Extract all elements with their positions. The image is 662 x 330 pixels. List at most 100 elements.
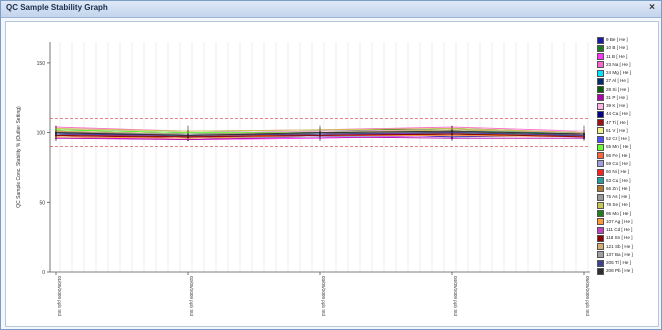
legend-label: 63 Cu [ He ]	[606, 177, 631, 183]
legend-item: 107 Ag [ He ]	[597, 218, 647, 226]
legend-swatch	[597, 119, 604, 127]
legend-swatch	[597, 226, 604, 234]
close-icon[interactable]: ×	[649, 2, 655, 13]
legend-item: 55 Mn [ He ]	[597, 143, 647, 151]
legend-item: 47 Ti [ He ]	[597, 119, 647, 127]
legend-swatch	[597, 251, 604, 259]
legend-label: 51 V [ He ]	[606, 127, 628, 133]
legend-swatch	[597, 234, 604, 242]
legend-item: 208 Pb [ He ]	[597, 267, 647, 275]
legend-label: 55 Mn [ He ]	[606, 144, 632, 150]
legend-item: 78 Se [ He ]	[597, 201, 647, 209]
legend-label: 118 Sn [ He ]	[606, 235, 633, 241]
x-tick-label: 05/05/2009 ppb Std	[585, 276, 590, 317]
legend-swatch	[597, 210, 604, 218]
legend-item: 27 Al [ He ]	[597, 77, 647, 85]
legend-swatch	[597, 201, 604, 209]
legend-label: 75 As [ He ]	[606, 194, 630, 200]
legend-swatch	[597, 127, 604, 135]
legend-label: 47 Ti [ He ]	[606, 119, 629, 125]
legend-swatch	[597, 267, 604, 275]
legend-item: 121 Sb [ He ]	[597, 243, 647, 251]
legend-swatch	[597, 160, 604, 168]
legend-item: 75 As [ He ]	[597, 193, 647, 201]
legend-label: 78 Se [ He ]	[606, 202, 631, 208]
legend-swatch	[597, 135, 604, 143]
legend-item: 56 Fe [ He ]	[597, 152, 647, 160]
legend-swatch	[597, 69, 604, 77]
legend-label: 60 Ni [ He ]	[606, 169, 629, 175]
legend-label: 208 Pb [ He ]	[606, 268, 633, 274]
legend-label: 52 Cr [ He ]	[606, 136, 630, 142]
legend-item: 137 Ba [ He ]	[597, 251, 647, 259]
legend-swatch	[597, 259, 604, 267]
title-bar: QC Sample Stability Graph ×	[1, 1, 661, 18]
legend-label: 107 Ag [ He ]	[606, 218, 633, 224]
legend-item: 44 Ca [ He ]	[597, 110, 647, 118]
legend-swatch	[597, 61, 604, 69]
legend-label: 111 Cd [ He ]	[606, 227, 633, 233]
plot-panel: 0 50 100 150 QC Sample Conc. Stability % (Ou…	[5, 21, 659, 327]
legend-item: 59 Co [ He ]	[597, 160, 647, 168]
y-tick-label: 0	[42, 270, 45, 276]
legend-item: 95 Mo [ He ]	[597, 210, 647, 218]
legend-item: 23 Na [ He ]	[597, 61, 647, 69]
legend-label: 23 Na [ He ]	[606, 61, 631, 67]
legend-label: 10 B [ He ]	[606, 45, 628, 51]
x-tick-label: 01/05/2009 ppb Std	[57, 276, 62, 317]
legend-item: 24 Mg [ He ]	[597, 69, 647, 77]
legend-label: 24 Mg [ He ]	[606, 70, 632, 76]
legend-item: 28 Si [ He ]	[597, 86, 647, 94]
legend-swatch	[597, 53, 604, 61]
legend-item: 111 Cd [ He ]	[597, 226, 647, 234]
legend-label: 66 Zn [ He ]	[606, 185, 631, 191]
stability-chart: 0 50 100 150 QC Sample Conc. Stability % (Ou…	[16, 42, 590, 317]
legend-item: 11 B [ He ]	[597, 53, 647, 61]
legend-label: 137 Ba [ He ]	[606, 251, 633, 257]
legend-label: 56 Fe [ He ]	[606, 152, 631, 158]
legend-label: 27 Al [ He ]	[606, 78, 629, 84]
legend-label: 31 P [ He ]	[606, 94, 628, 100]
legend-swatch	[597, 44, 604, 52]
legend-label: 95 Mo [ He ]	[606, 210, 632, 216]
window-title: QC Sample Stability Graph	[6, 3, 108, 12]
y-tick-label: 150	[37, 61, 46, 67]
legend-label: 11 B [ He ]	[606, 53, 628, 59]
legend-swatch	[597, 218, 604, 226]
legend-label: 28 Si [ He ]	[606, 86, 629, 92]
legend-swatch	[597, 185, 604, 193]
legend-item: 51 V [ He ]	[597, 127, 647, 135]
y-axis-label: QC Sample Conc. Stability % (Outlier Set…	[16, 106, 22, 208]
legend-swatch	[597, 102, 604, 110]
legend-swatch	[597, 36, 604, 44]
legend-item: 66 Zn [ He ]	[597, 185, 647, 193]
legend-swatch	[597, 143, 604, 151]
legend-label: 59 Co [ He ]	[606, 160, 631, 166]
legend-item: 63 Cu [ He ]	[597, 177, 647, 185]
legend: 9 Be [ He ] 10 B [ He ] 11 B [ He ] 23 Na […	[597, 36, 647, 276]
legend-item: 9 Be [ He ]	[597, 36, 647, 44]
legend-swatch	[597, 77, 604, 85]
legend-item: 39 K [ He ]	[597, 102, 647, 110]
legend-swatch	[597, 110, 604, 118]
legend-swatch	[597, 86, 604, 94]
legend-item: 31 P [ He ]	[597, 94, 647, 102]
legend-item: 10 B [ He ]	[597, 44, 647, 52]
legend-item: 118 Sn [ He ]	[597, 234, 647, 242]
legend-label: 44 Ca [ He ]	[606, 111, 631, 117]
legend-label: 39 K [ He ]	[606, 103, 628, 109]
y-tick-label: 50	[39, 200, 45, 206]
x-tick-label: 02/05/2009 ppb Std	[189, 276, 194, 317]
y-tick-label: 100	[37, 131, 46, 137]
legend-item: 52 Cr [ He ]	[597, 135, 647, 143]
legend-label: 121 Sb [ He ]	[606, 243, 633, 249]
legend-label: 9 Be [ He ]	[606, 37, 628, 42]
legend-label: 205 Tl [ He ]	[606, 260, 631, 266]
legend-item: 60 Ni [ He ]	[597, 168, 647, 176]
legend-swatch	[597, 168, 604, 176]
x-tick-label: 03/05/2009 ppb Std	[321, 276, 326, 317]
legend-swatch	[597, 94, 604, 102]
legend-item: 205 Tl [ He ]	[597, 259, 647, 267]
legend-swatch	[597, 243, 604, 251]
